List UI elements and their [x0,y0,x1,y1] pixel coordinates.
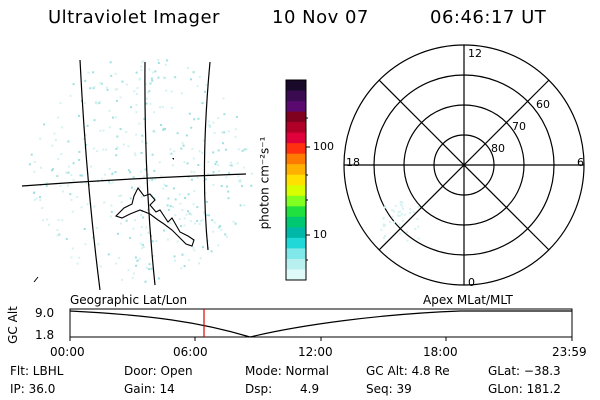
mlt-label-0: 0 [468,276,475,289]
color-bar-step [286,174,306,186]
gcalt-info: GC Alt: 4.8 Re [366,364,450,378]
track-left-title: Geographic Lat/Lon [70,293,188,307]
lat-label-60: 60 [536,98,550,111]
color-bar-step [286,258,306,270]
color-bar-step [286,216,306,228]
color-bar-step [286,153,306,165]
lat-label-80: 80 [491,142,505,155]
color-bar-tick-100: 100 [313,140,334,153]
color-bar-step [286,227,306,239]
color-bar-step [286,132,306,144]
mlt-label-6: 6 [577,156,584,169]
lat-label-70: 70 [512,120,526,133]
color-bar-step [286,195,306,207]
lon-line-2 [144,61,156,286]
altitude-curve [69,310,572,338]
gain-info: Gain: 14 [124,382,175,396]
mode-info: Mode: Normal [245,364,329,378]
track-y-min: 1.8 [35,328,55,342]
mlt-label-18: 18 [346,156,360,169]
track-x-tick-2: 12:00 [298,345,333,359]
lon-line-1 [79,59,101,291]
color-bar-step [286,111,306,123]
door-info: Door: Open [124,364,193,378]
seq-info: Seq: 39 [366,382,412,396]
date-label: 10 Nov 07 [272,7,369,28]
color-bar-step [286,206,306,218]
track-x-tick-4: 23:59 [552,345,587,359]
color-bar-step [286,143,306,155]
track-x-tick-3: 18:00 [423,345,458,359]
island-mark [172,158,174,160]
lon-line-3 [203,61,211,251]
limb-mark [33,276,39,283]
color-bar-frame [285,79,307,281]
color-bar-unit: photon cm⁻²s⁻¹ [257,136,272,230]
lat-line-1 [21,173,247,187]
track-x-tick-0: 00:00 [50,345,85,359]
instrument-title: Ultraviolet Imager [48,7,220,28]
polar-speckle [380,201,420,242]
dsp-value: 4.9 [300,382,320,396]
time-label: 06:46:17 UT [430,7,547,28]
color-bar-tick-10: 10 [313,228,327,241]
color-bar-step [286,248,306,260]
dsp-label: Dsp: [245,382,273,396]
track-right-title: Apex MLat/MLT [423,293,513,307]
coastline [114,186,195,247]
track-x-tick-1: 06:00 [173,345,208,359]
color-bar-step [286,90,306,102]
color-bar-step [286,185,306,197]
track-axis-label: GC Alt [5,306,20,344]
glat-info: GLat: −38.3 [488,364,561,378]
color-bar-step [286,164,306,176]
emission-speckle [28,59,253,283]
mlt-label-12: 12 [468,47,482,60]
polar-grid [343,44,585,286]
track-y-max: 9.0 [35,306,55,320]
glon-info: GLon: 181.2 [488,382,561,396]
color-bar-step [286,80,306,92]
filter-info: Flt: LBHL [10,364,64,378]
color-bar [286,80,306,281]
color-bar-step [286,122,306,134]
color-bar-step [286,237,306,249]
ip-info: IP: 36.0 [10,382,56,396]
track-frame [69,308,573,338]
color-bar-step [286,269,306,281]
color-bar-step [286,101,306,113]
